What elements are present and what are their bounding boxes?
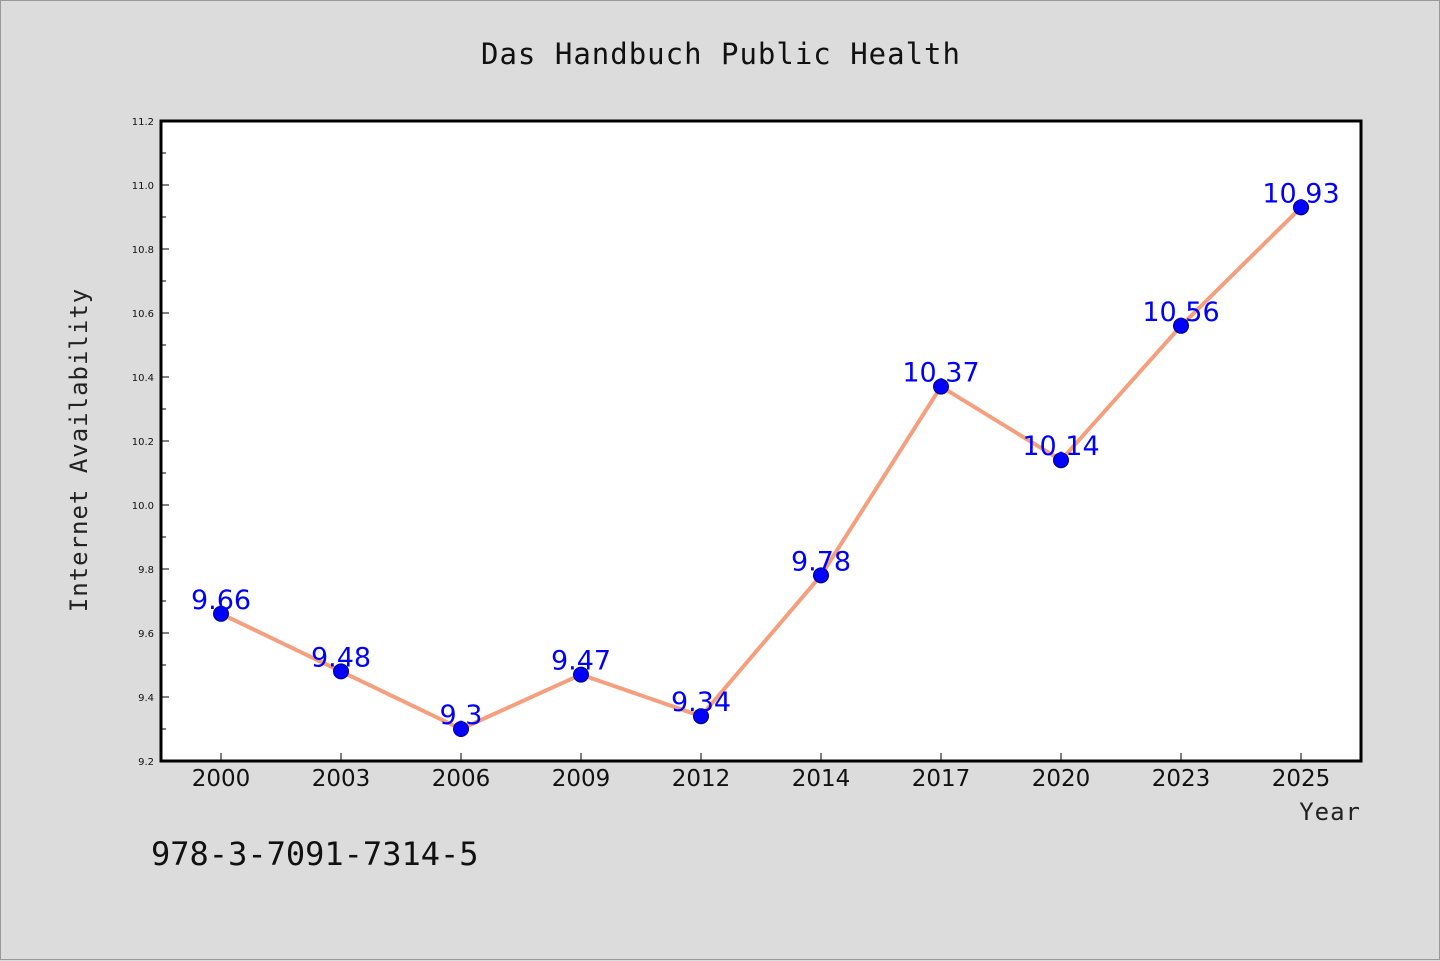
data-label: 10.56 (1142, 297, 1219, 328)
data-label: 10.93 (1262, 178, 1339, 209)
data-label: 10.37 (902, 358, 979, 389)
y-tick-label: 9.8 (138, 565, 154, 576)
x-tick-label: 2012 (672, 766, 731, 792)
x-axis-label: Year (1299, 798, 1361, 826)
data-point (1173, 317, 1189, 334)
data-point (573, 666, 589, 683)
x-tick-label: 2025 (1272, 766, 1331, 792)
data-label: 10.14 (1022, 431, 1099, 462)
data-label: 9.34 (671, 687, 731, 718)
plot-area (159, 119, 1363, 763)
x-tick-label: 2009 (552, 766, 611, 792)
data-point (1293, 199, 1309, 216)
y-tick-label: 10.2 (132, 437, 154, 448)
data-point (1053, 452, 1069, 469)
y-tick-label: 11.0 (132, 181, 154, 192)
y-axis: 9.2 9.4 9.6 9.8 10.0 10.2 10.4 10.6 10.8 11.0 11.2 (132, 117, 169, 768)
data-label: 9.3 (440, 700, 483, 731)
chart-title: Das Handbuch Public Health (481, 37, 961, 71)
series-line (219, 205, 1303, 731)
data-point (213, 605, 229, 622)
data-label: 9.78 (791, 546, 851, 577)
isbn-label: 978-3-7091-7314-5 (151, 835, 479, 873)
x-tick-label: 2020 (1032, 766, 1091, 792)
y-tick-label: 10.4 (132, 373, 154, 384)
x-tick-label: 2006 (432, 766, 491, 792)
y-tick-label: 9.4 (138, 693, 154, 704)
data-label: 9.48 (311, 642, 371, 673)
data-point (813, 567, 829, 584)
x-tick-label: 2000 (192, 766, 251, 792)
y-tick-label: 10.8 (132, 245, 154, 256)
y-tick-label: 10.6 (132, 309, 154, 320)
x-tick-label: 2017 (912, 766, 971, 792)
data-point (933, 378, 949, 395)
y-tick-label: 10.0 (132, 501, 154, 512)
data-point (333, 663, 349, 680)
y-tick-label: 9.2 (138, 757, 154, 768)
y-axis-label: Internet Availability (65, 288, 93, 612)
y-tick-label: 11.2 (132, 117, 154, 128)
data-label: 9.66 (191, 585, 251, 616)
x-tick-label: 2003 (312, 766, 371, 792)
y-tick-label: 9.6 (138, 629, 154, 640)
x-axis: 2000 2003 2006 2009 2012 2014 2017 2020 2023 2025 (192, 753, 1331, 792)
data-point (693, 708, 709, 725)
x-tick-label: 2023 (1152, 766, 1211, 792)
x-tick-label: 2014 (792, 766, 851, 792)
data-point (453, 721, 469, 737)
data-label: 9.47 (551, 646, 611, 677)
series-group: 9.66 9.48 9.3 9.47 9.34 9.78 10.37 10.14 10.56 10… (191, 178, 1340, 737)
